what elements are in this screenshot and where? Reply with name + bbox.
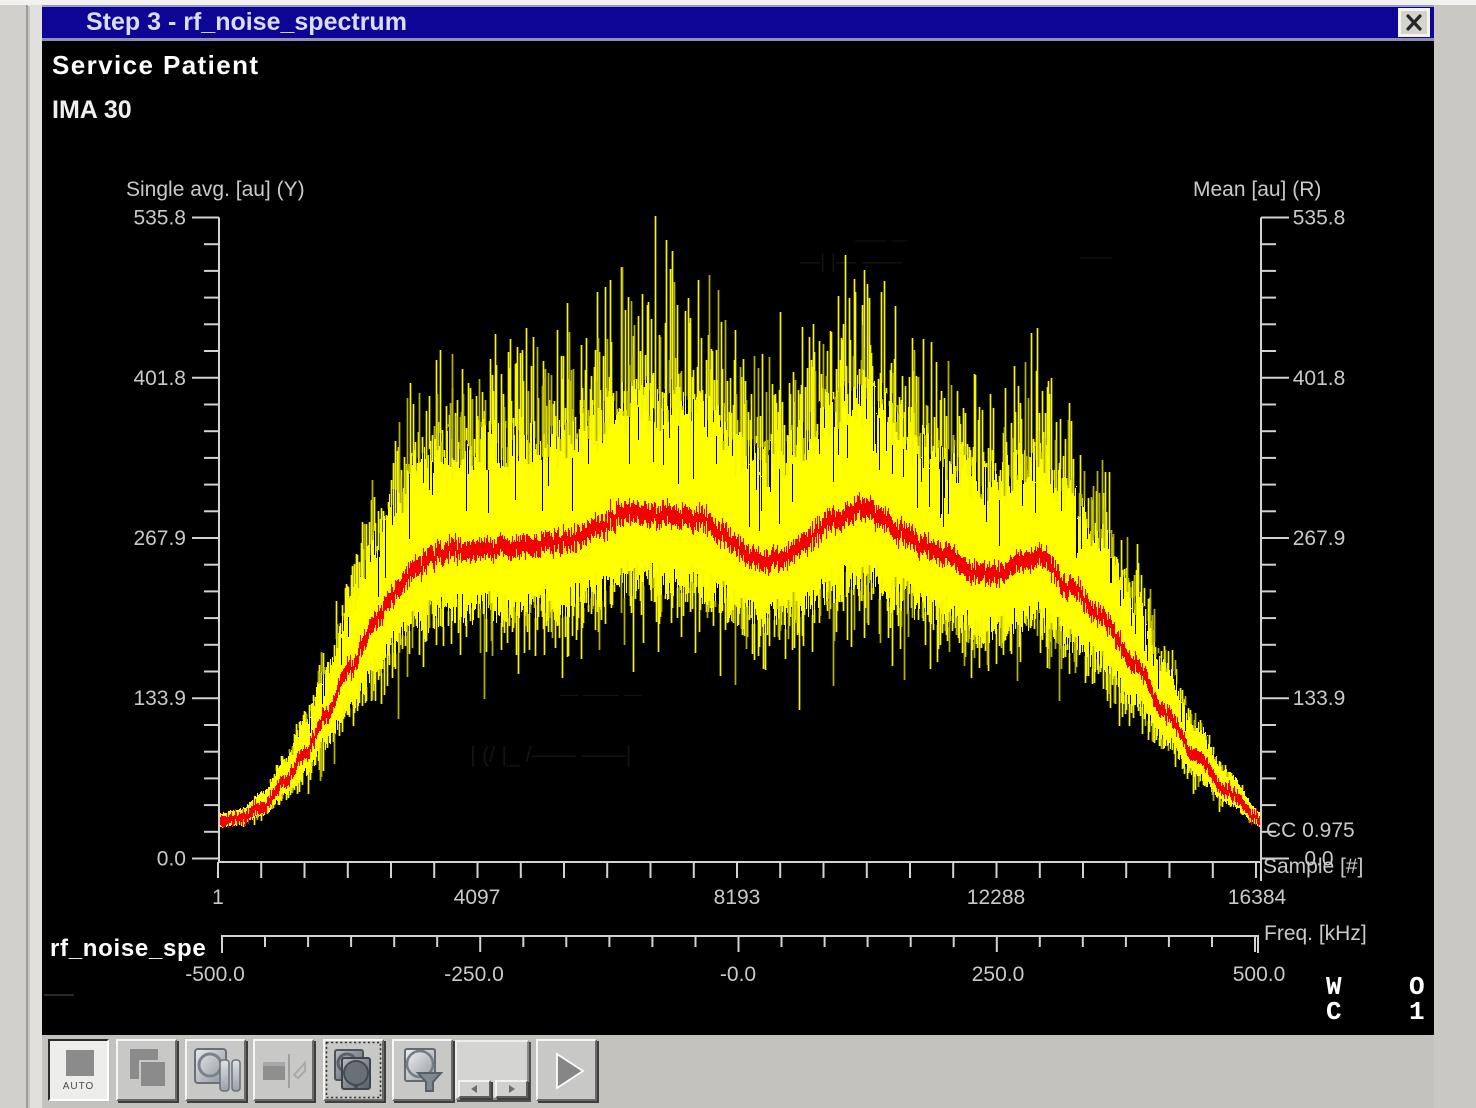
svg-text:rf_noise_spe: rf_noise_spe bbox=[50, 935, 206, 962]
svg-text:0.0: 0.0 bbox=[1304, 848, 1333, 871]
svg-text:8193: 8193 bbox=[714, 886, 761, 909]
svg-text:Mean [au] (R): Mean [au] (R) bbox=[1193, 178, 1321, 201]
svg-text:12288: 12288 bbox=[967, 886, 1025, 909]
svg-text:O: O bbox=[1409, 972, 1425, 1002]
svg-text:Sample [#]: Sample [#] bbox=[1263, 855, 1363, 878]
svg-text:CC 0.975: CC 0.975 bbox=[1266, 819, 1355, 842]
svg-text:—| |— ——: —| |— —— bbox=[800, 251, 902, 273]
svg-text:267.9: 267.9 bbox=[1293, 527, 1346, 550]
svg-text:267.9: 267.9 bbox=[133, 527, 186, 550]
svg-text:——: —— bbox=[1080, 249, 1112, 266]
svg-text:| (/ |_ /—— ——|: | (/ |_ /—— ——| bbox=[470, 742, 631, 767]
svg-text:-500.0: -500.0 bbox=[185, 963, 245, 986]
svg-text:4097: 4097 bbox=[454, 886, 501, 909]
svg-text:401.8: 401.8 bbox=[1293, 367, 1346, 390]
svg-text:-0.0: -0.0 bbox=[720, 963, 756, 986]
svg-text:16384: 16384 bbox=[1228, 886, 1287, 909]
svg-text:250.0: 250.0 bbox=[972, 963, 1025, 986]
svg-text:Single avg. [au] (Y): Single avg. [au] (Y) bbox=[126, 178, 305, 201]
svg-text:-250.0: -250.0 bbox=[444, 963, 504, 986]
svg-text:1: 1 bbox=[212, 886, 224, 909]
svg-text:W: W bbox=[1326, 972, 1342, 1002]
svg-text:500.0: 500.0 bbox=[1233, 963, 1286, 986]
svg-text:535.8: 535.8 bbox=[133, 207, 186, 230]
svg-text:Freq. [kHz]: Freq. [kHz] bbox=[1264, 922, 1367, 945]
svg-text:535.8: 535.8 bbox=[1293, 207, 1346, 230]
svg-text:0.0: 0.0 bbox=[157, 848, 186, 871]
svg-text:133.9: 133.9 bbox=[133, 687, 186, 710]
svg-text:133.9: 133.9 bbox=[1293, 687, 1346, 710]
svg-text:—— —: —— — bbox=[855, 232, 907, 249]
svg-text:1: 1 bbox=[1409, 997, 1425, 1027]
svg-text:401.8: 401.8 bbox=[133, 367, 186, 390]
svg-text:C: C bbox=[1326, 997, 1342, 1027]
svg-text:— —— —: — —— — bbox=[560, 684, 642, 704]
